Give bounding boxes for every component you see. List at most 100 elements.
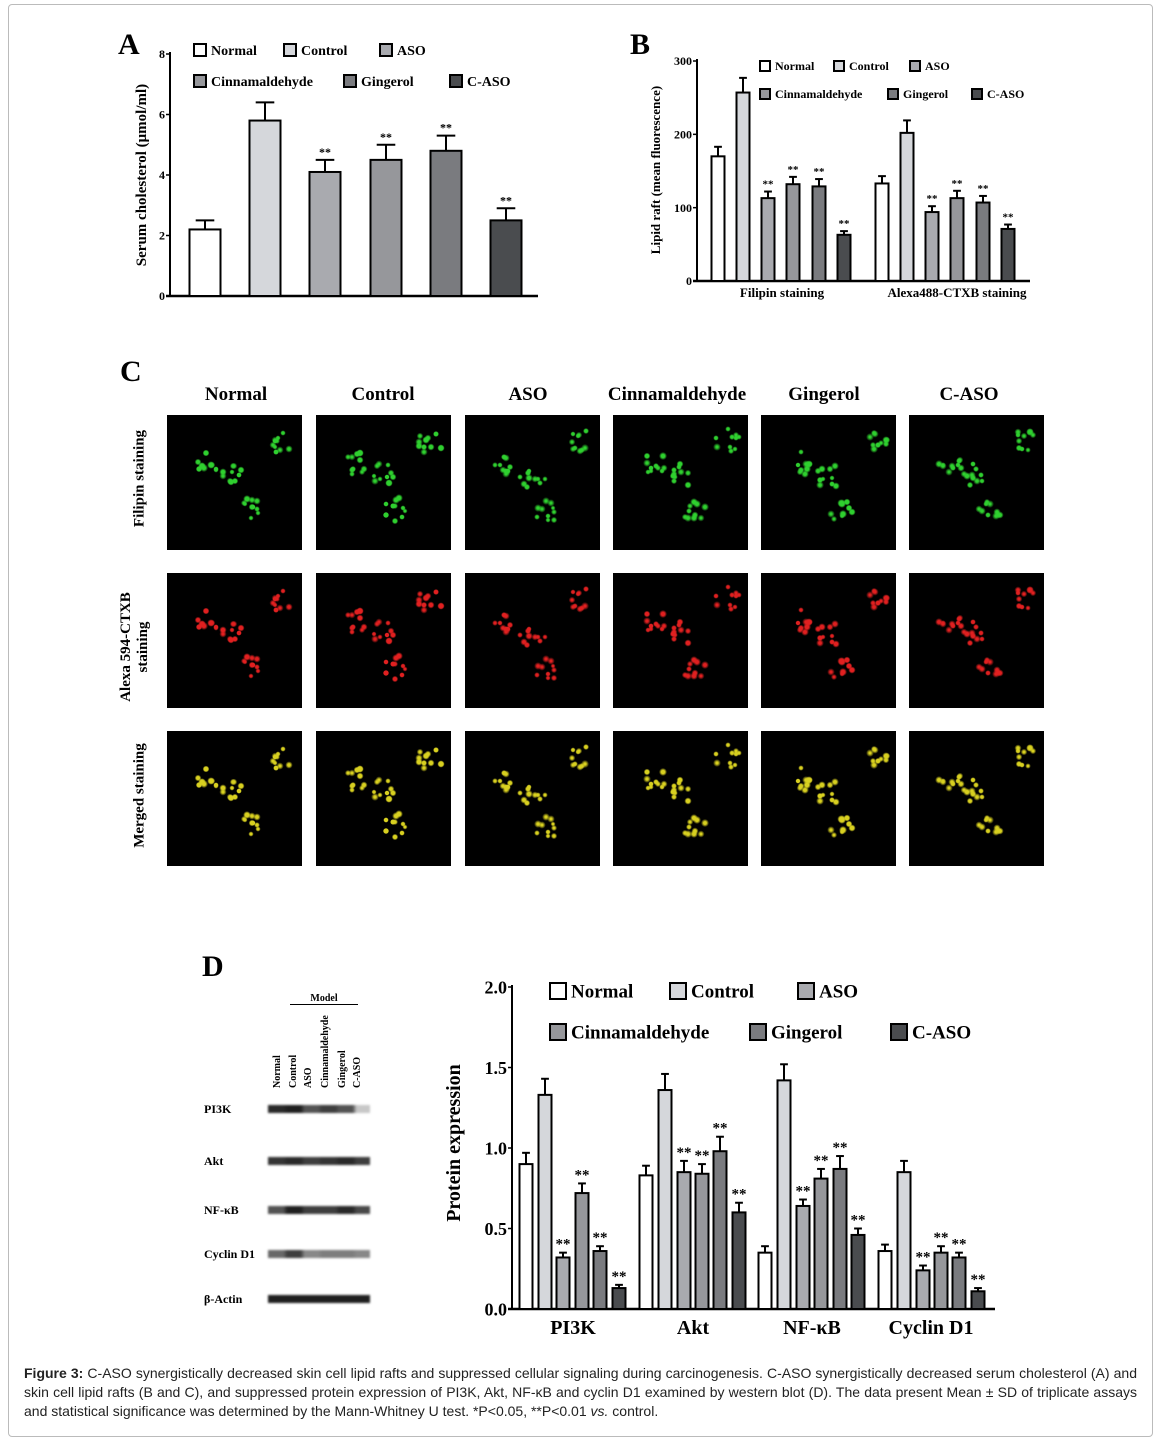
significance-mark: ** — [851, 1213, 866, 1229]
bar-gingerol — [951, 1256, 967, 1310]
lane-label: Control — [288, 1054, 299, 1088]
row-label: Merged staining — [131, 743, 148, 848]
legend-swatch — [283, 43, 297, 57]
bar-normal — [188, 228, 222, 297]
lane-label: C-ASO — [352, 1056, 363, 1088]
legend-swatch — [759, 60, 771, 72]
panel-label-a: A — [118, 28, 140, 61]
micrograph — [613, 573, 748, 708]
bar-control — [735, 91, 751, 282]
figure-frame — [8, 4, 1153, 1437]
blot-band-row — [268, 1250, 370, 1258]
legend-label: Normal — [775, 59, 815, 73]
significance-mark: ** — [916, 1250, 931, 1266]
significance-mark: ** — [440, 121, 452, 135]
blot-band-row — [268, 1157, 370, 1165]
significance-mark: ** — [927, 193, 939, 205]
panel-label-c: C — [120, 355, 142, 388]
legend-label: C-ASO — [912, 1023, 971, 1044]
micrograph — [316, 573, 451, 708]
legend-label: ASO — [397, 44, 426, 59]
bar-aso — [760, 197, 776, 282]
legend-label: Gingerol — [361, 75, 414, 90]
significance-mark: ** — [713, 1121, 728, 1137]
y-tick-label: 0.0 — [485, 1299, 508, 1319]
significance-mark: ** — [612, 1269, 627, 1285]
micrograph — [761, 573, 896, 708]
significance-mark: ** — [732, 1187, 747, 1203]
chart-b: 0 100 200 300 Lipid raft (mean fluorescence)… — [648, 54, 1030, 300]
bar-normal — [638, 1174, 654, 1310]
significance-mark: ** — [952, 178, 964, 190]
legend-label: Normal — [571, 982, 633, 1003]
micrograph — [613, 731, 748, 866]
legend-swatch — [669, 982, 687, 1000]
panel-label-d: D — [202, 950, 224, 983]
bar-c-aso — [836, 233, 852, 283]
bar-aso — [555, 1256, 571, 1310]
bar-cinnamaldehyde — [369, 158, 403, 297]
legend-swatch — [749, 1023, 767, 1041]
significance-mark: ** — [695, 1148, 710, 1164]
significance-mark: ** — [556, 1237, 571, 1253]
lane-label: Normal — [272, 1055, 283, 1088]
blot-band-row — [268, 1105, 370, 1113]
bar-control — [776, 1079, 792, 1310]
micrograph — [909, 573, 1044, 708]
bar-c-aso — [611, 1287, 627, 1310]
category-label: Alexa488-CTXB staining — [887, 285, 1027, 300]
y-tick-label: 4 — [159, 168, 165, 182]
bar-c-aso — [731, 1211, 747, 1311]
legend-swatch — [759, 88, 771, 100]
significance-mark: ** — [500, 193, 512, 207]
significance-mark: ** — [593, 1230, 608, 1246]
legend-label: Gingerol — [771, 1023, 842, 1044]
significance-mark: ** — [319, 145, 331, 159]
bar-gingerol — [712, 1150, 728, 1310]
significance-mark: ** — [814, 1153, 829, 1169]
blot-group-label: Model — [290, 993, 358, 1005]
bar-control — [657, 1089, 673, 1311]
micrograph — [316, 415, 451, 550]
bar-aso — [676, 1171, 692, 1311]
legend-swatch — [890, 1023, 908, 1041]
bar-c-aso — [489, 219, 523, 297]
legend-label: Normal — [211, 44, 257, 59]
caption-end: control. — [608, 1403, 659, 1419]
caption-text: C-ASO synergistically decreased skin cel… — [24, 1365, 1138, 1419]
bar-cinnamaldehyde — [933, 1251, 949, 1311]
legend-swatch — [909, 60, 921, 72]
bar-aso — [924, 211, 940, 282]
y-axis-label: Serum cholesterol (μmol/ml) — [134, 84, 150, 266]
blot-band-row — [268, 1295, 370, 1303]
blot-protein-label: PI3K — [204, 1102, 232, 1116]
significance-mark: ** — [575, 1167, 590, 1183]
legend-label: Gingerol — [903, 87, 949, 101]
row-label: Alexa 594-CTXB staining — [118, 592, 151, 702]
y-tick-label: 8 — [159, 47, 165, 61]
bar-normal — [874, 182, 890, 282]
micrograph — [167, 573, 302, 708]
bar-aso — [915, 1269, 931, 1310]
column-header: Normal — [204, 384, 268, 405]
significance-mark: ** — [796, 1184, 811, 1200]
micrograph — [613, 415, 748, 550]
column-header: ASO — [508, 384, 548, 405]
chart-a: 0 2 4 6 8 Serum cholesterol (μmol/ml) ** ** ** **… — [134, 43, 538, 303]
micrograph — [909, 415, 1044, 550]
bar-cinnamaldehyde — [949, 197, 965, 282]
category-label: Akt — [677, 1317, 710, 1339]
category-label: NF-κB — [783, 1317, 841, 1339]
y-tick-label: 0.5 — [485, 1219, 508, 1239]
bar-gingerol — [592, 1250, 608, 1311]
significance-mark: ** — [971, 1272, 986, 1288]
bar-cinnamaldehyde — [785, 183, 801, 282]
legend-swatch — [833, 60, 845, 72]
micrograph — [465, 731, 600, 866]
bar-c-aso — [1000, 227, 1016, 282]
legend-label: ASO — [819, 982, 858, 1003]
caption-label: Figure 3: — [24, 1365, 84, 1381]
blot-protein-label: Akt — [204, 1154, 224, 1168]
